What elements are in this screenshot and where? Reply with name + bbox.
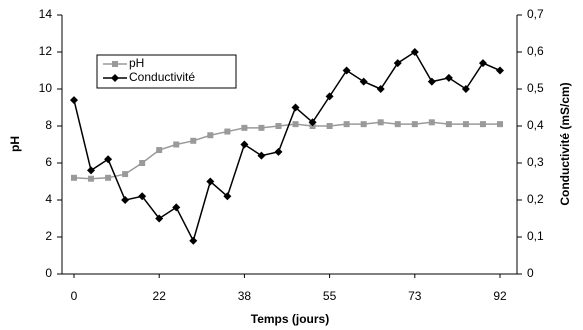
marker — [308, 118, 317, 127]
marker — [257, 151, 266, 160]
y-tick-label: 2 — [45, 229, 52, 243]
marker — [377, 119, 384, 126]
x-tick-label: 0 — [71, 289, 78, 303]
marker — [427, 77, 436, 86]
y2-tick-label: 0,4 — [527, 118, 544, 132]
x-tick-label: 22 — [153, 289, 167, 303]
marker — [411, 121, 418, 128]
marker — [343, 121, 350, 128]
marker — [359, 77, 368, 86]
marker — [156, 147, 163, 154]
marker — [326, 123, 333, 129]
legend-label: Conductivité — [129, 70, 195, 84]
marker — [410, 48, 419, 56]
marker — [71, 174, 77, 181]
marker — [325, 92, 334, 101]
marker — [224, 128, 231, 135]
marker — [479, 121, 486, 128]
y-tick-label: 10 — [39, 81, 53, 95]
y-axis-title: pH — [8, 136, 22, 152]
marker — [111, 74, 119, 82]
marker — [173, 141, 180, 148]
marker — [275, 123, 282, 129]
marker — [444, 73, 453, 82]
y2-tick-label: 0 — [527, 266, 534, 280]
marker — [258, 124, 265, 131]
x-tick-label: 73 — [408, 289, 422, 303]
marker — [291, 103, 300, 112]
marker — [240, 140, 249, 149]
marker — [428, 119, 435, 126]
marker — [393, 59, 402, 68]
marker — [461, 85, 470, 93]
marker — [207, 132, 214, 139]
marker — [376, 85, 385, 93]
marker — [139, 160, 146, 166]
marker — [462, 121, 469, 128]
marker — [394, 121, 401, 128]
marker — [138, 192, 147, 201]
y2-tick-label: 0,5 — [527, 81, 544, 95]
marker — [88, 175, 95, 182]
y2-tick-label: 0,3 — [527, 155, 544, 169]
y2-tick-label: 0,6 — [527, 44, 544, 58]
x-tick-label: 92 — [493, 289, 507, 303]
line — [73, 50, 501, 243]
marker — [342, 66, 351, 75]
marker — [274, 147, 283, 156]
y-tick-label: 8 — [45, 118, 52, 132]
y2-tick-label: 0,2 — [527, 192, 544, 206]
x-axis-title: Temps (jours) — [251, 312, 329, 326]
marker — [190, 137, 197, 144]
y2-axis-title: Conductivité (mS/cm) — [558, 82, 572, 205]
y2-tick-label: 0,7 — [527, 7, 544, 21]
marker — [223, 192, 232, 201]
y-tick-label: 12 — [39, 44, 53, 58]
marker — [292, 121, 299, 128]
marker — [206, 177, 215, 186]
marker — [122, 171, 129, 178]
y2-tick-label: 0,1 — [527, 229, 544, 243]
marker — [496, 66, 504, 75]
x-tick-label: 55 — [323, 289, 337, 303]
marker — [172, 203, 181, 212]
marker — [87, 166, 96, 175]
legend-box — [96, 54, 237, 89]
y-tick-label: 0 — [45, 266, 52, 280]
marker — [70, 96, 78, 105]
marker — [189, 236, 198, 245]
marker — [121, 196, 130, 204]
y-tick-label: 14 — [39, 7, 53, 21]
legend-label: pH — [129, 56, 144, 70]
marker — [497, 121, 503, 128]
marker — [360, 121, 367, 128]
marker — [445, 121, 452, 128]
y-tick-label: 4 — [45, 192, 52, 206]
marker — [105, 174, 112, 181]
marker — [104, 155, 113, 164]
x-tick-label: 38 — [238, 289, 252, 303]
marker — [241, 124, 248, 131]
marker — [478, 59, 487, 68]
marker — [155, 214, 164, 223]
marker — [112, 61, 118, 67]
y-tick-label: 6 — [45, 155, 52, 169]
